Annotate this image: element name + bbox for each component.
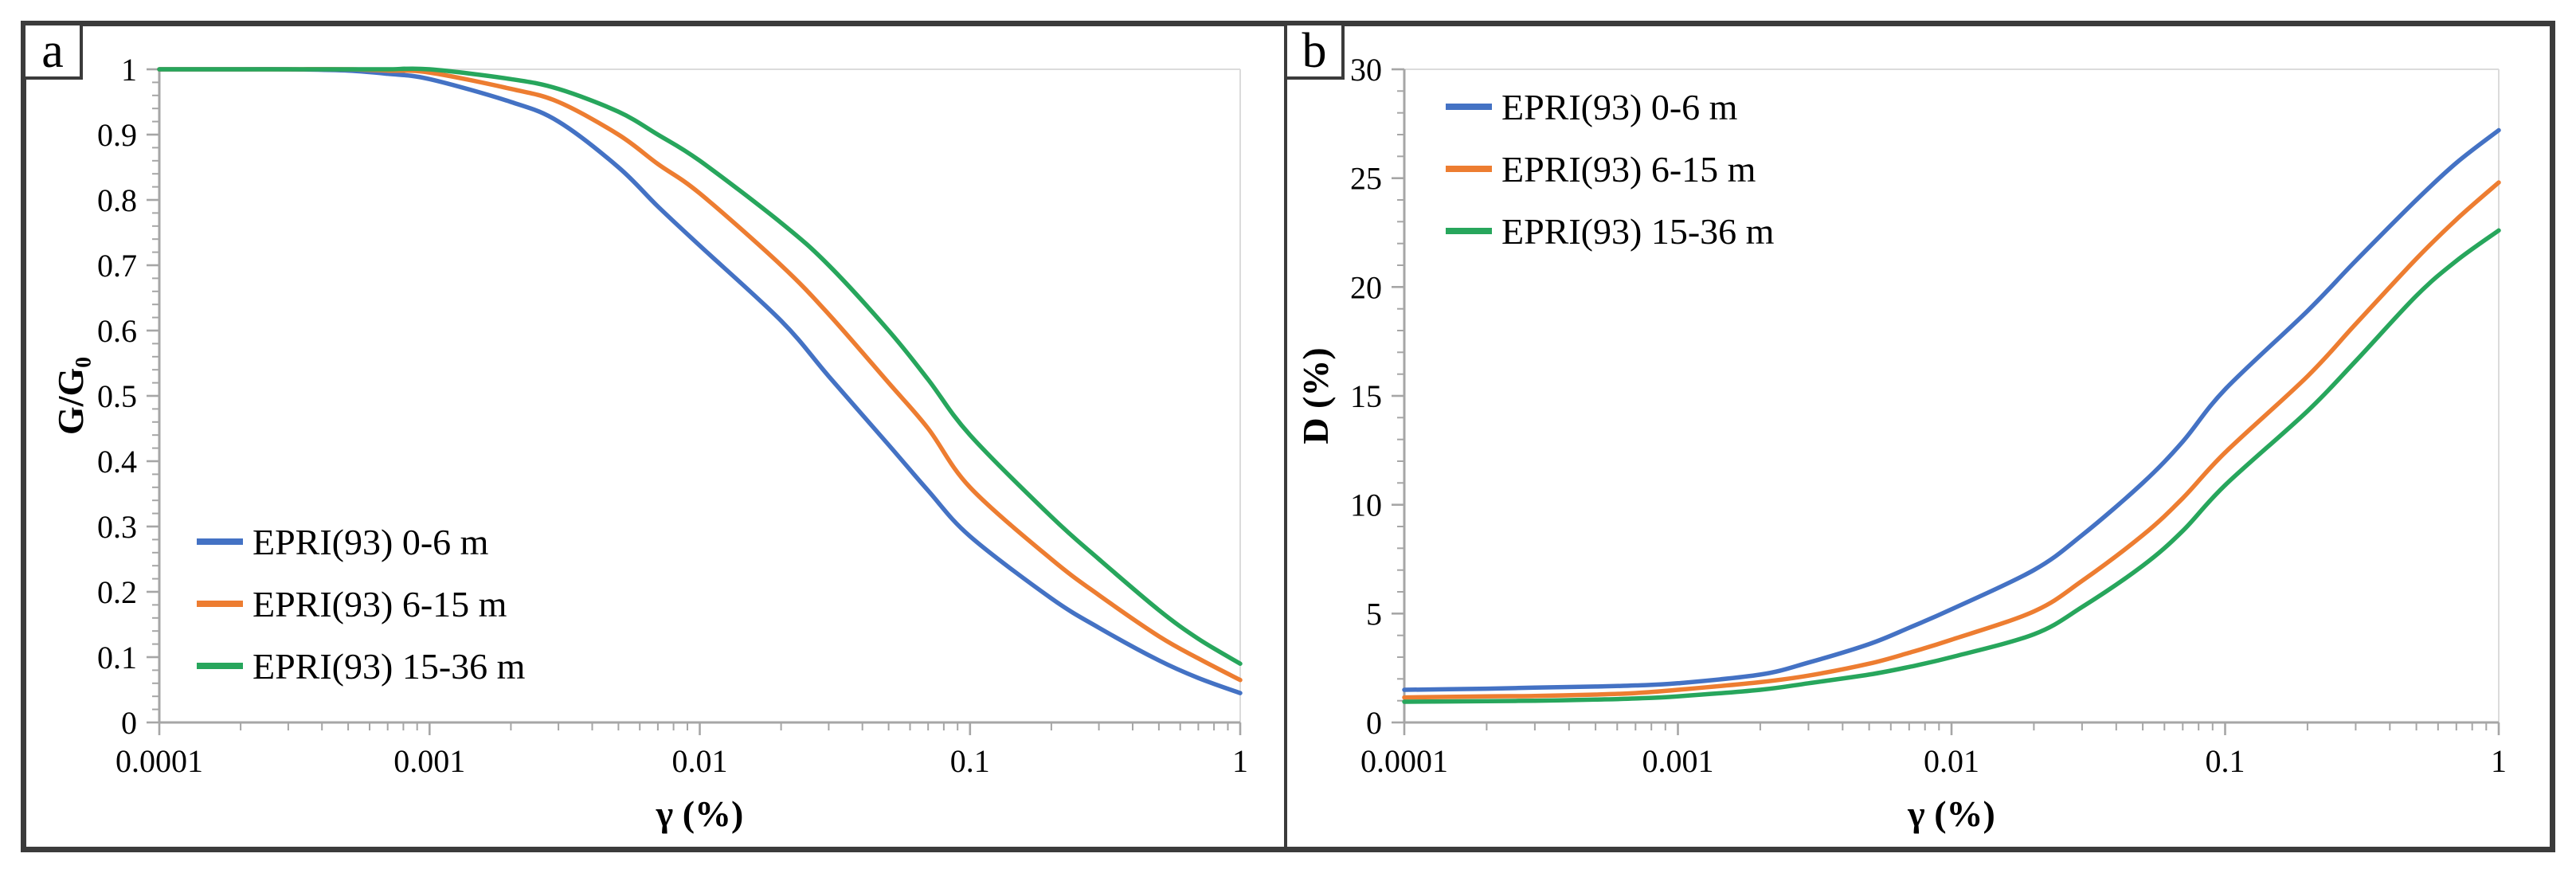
y-axis-ticks: 0 5 10 15 20 25 30: [1350, 52, 1404, 741]
legend-item: EPRI(93) 15-36 m: [1446, 211, 1775, 252]
legend: EPRI(93) 0-6 m EPRI(93) 6-15 m EPRI(93) 15…: [1446, 87, 1775, 252]
legend: EPRI(93) 0-6 m EPRI(93) 6-15 m EPRI(93) 15…: [197, 522, 526, 687]
curve-epri-93-6-15-m: [1402, 180, 2501, 700]
x-axis-title: γ (%): [1907, 793, 1995, 834]
x-tick-label: 0.001: [1642, 743, 1714, 779]
curve-epri-93-15-36-m: [1402, 228, 2501, 704]
panel-b-label: b: [1284, 22, 1345, 80]
panel-divider: [1284, 21, 1287, 852]
x-tick-label: 0.1: [2206, 743, 2245, 779]
legend-label: EPRI(93) 0-6 m: [1501, 87, 1738, 127]
y-tick-label: 0: [121, 705, 137, 741]
y-tick-label: 5: [1366, 596, 1382, 632]
y-tick-label: 0.5: [97, 378, 137, 414]
legend-label: EPRI(93) 15-36 m: [1501, 211, 1775, 252]
panel-a-label: a: [22, 22, 83, 80]
y-tick-label: 0.1: [97, 640, 137, 675]
y-axis-ticks: 0 0.1 0.2 0.3 0.4 0.5 0.6 0.7 0.8 0.9 1: [97, 52, 159, 741]
legend-item: EPRI(93) 15-36 m: [197, 646, 526, 687]
panel-b-chart: 0 5 10 15 20 25 30 0.0001 0.001 0.01 0.1 1 γ (%) D (%…: [1295, 52, 2507, 834]
y-axis-title: G/G₀: [50, 357, 91, 435]
y-tick-label: 0.8: [97, 182, 137, 218]
y-tick-label: 0.7: [97, 248, 137, 284]
x-tick-label: 1: [2491, 743, 2507, 779]
x-tick-label: 0.001: [393, 743, 465, 779]
legend-label: EPRI(93) 6-15 m: [253, 584, 507, 624]
y-tick-label: 20: [1350, 269, 1382, 305]
y-tick-label: 0.2: [97, 574, 137, 610]
x-tick-label: 0.01: [1924, 743, 1979, 779]
y-tick-label: 25: [1350, 161, 1382, 197]
y-tick-label: 0.9: [97, 117, 137, 153]
y-tick-label: 0.4: [97, 444, 137, 480]
y-tick-label: 30: [1350, 52, 1382, 88]
curves: [1402, 127, 2501, 704]
legend-item: EPRI(93) 0-6 m: [1446, 87, 1738, 127]
legend-item: EPRI(93) 0-6 m: [197, 522, 489, 562]
curves: [157, 66, 1243, 695]
curve-epri-93-0-6-m: [1402, 127, 2501, 692]
x-tick-label: 0.0001: [1360, 743, 1448, 779]
legend-item: EPRI(93) 6-15 m: [1446, 149, 1756, 190]
legend-label: EPRI(93) 6-15 m: [1501, 149, 1756, 190]
curve-epri-93-15-36-m: [157, 66, 1243, 666]
y-tick-label: 1: [121, 52, 137, 88]
legend-label: EPRI(93) 0-6 m: [253, 522, 489, 562]
legend-label: EPRI(93) 15-36 m: [253, 646, 526, 687]
panel-a-chart: 0 0.1 0.2 0.3 0.4 0.5 0.6 0.7 0.8 0.9 1 0.0001 0.001…: [50, 52, 1248, 834]
x-tick-label: 0.01: [672, 743, 728, 779]
legend-item: EPRI(93) 6-15 m: [197, 584, 507, 624]
y-tick-label: 15: [1350, 378, 1382, 414]
y-tick-label: 0.3: [97, 509, 137, 545]
y-tick-label: 0: [1366, 705, 1382, 741]
x-tick-label: 0.1: [950, 743, 990, 779]
x-axis-title: γ (%): [656, 793, 744, 834]
y-tick-label: 10: [1350, 487, 1382, 523]
y-tick-label: 0.6: [97, 313, 137, 349]
x-tick-label: 1: [1232, 743, 1248, 779]
x-tick-label: 0.0001: [115, 743, 203, 779]
x-axis-ticks: 0.0001 0.001 0.01 0.1 1: [115, 722, 1248, 779]
x-axis-ticks: 0.0001 0.001 0.01 0.1 1: [1360, 722, 2507, 779]
y-axis-title: D (%): [1295, 347, 1336, 444]
